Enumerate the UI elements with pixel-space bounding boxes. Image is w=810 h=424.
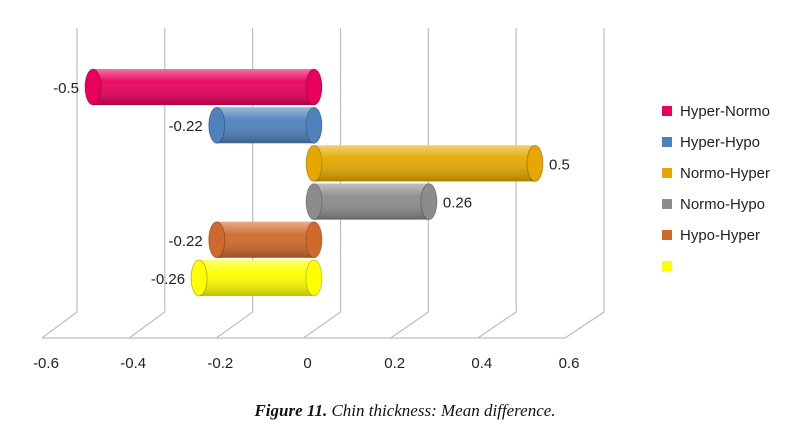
legend-swatch <box>662 199 672 209</box>
x-tick-label: -0.2 <box>207 355 233 372</box>
data-label: 0.5 <box>549 156 570 173</box>
legend-swatch <box>662 261 672 271</box>
legend-swatch <box>662 137 672 147</box>
gridline <box>477 28 517 339</box>
bar <box>305 144 544 182</box>
data-label: 0.26 <box>443 195 472 212</box>
legend-label: Normo-Hypo <box>680 196 765 213</box>
gridline <box>303 28 342 339</box>
legend-label: Hypo-Hyper <box>680 227 760 244</box>
gridline <box>564 28 605 339</box>
bars <box>84 68 544 297</box>
x-tick-label: 0.6 <box>559 355 580 372</box>
x-tick-label: 0.2 <box>384 355 405 372</box>
gridline <box>41 28 78 339</box>
data-label: -0.22 <box>169 233 203 250</box>
data-label: -0.26 <box>151 271 185 288</box>
gridline <box>128 28 166 339</box>
legend-swatch <box>662 168 672 178</box>
legend-label: Normo-Hyper <box>680 165 770 182</box>
figure-caption: Figure 11. Chin thickness: Mean differen… <box>0 401 810 421</box>
legend-label: Hyper-Normo <box>680 103 770 120</box>
data-label: -0.22 <box>169 118 203 135</box>
legend-label: Hyper-Hypo <box>680 134 760 151</box>
bar <box>208 106 323 144</box>
caption-text: Chin thickness: Mean difference. <box>331 401 556 420</box>
legend: Hyper-Normo Hyper-Hypo Normo-Hyper Normo-Hy… <box>662 103 770 271</box>
caption-label: Figure 11. <box>254 401 328 420</box>
bar <box>190 259 323 297</box>
legend-swatch <box>662 106 672 116</box>
bar <box>208 221 323 259</box>
bar-chart: -0.5 -0.22 0.5 0.26 -0.22 -0.26 -0.6 -0.4 -0.2 0… <box>33 28 770 372</box>
x-tick-label: 0.4 <box>471 355 492 372</box>
x-tick-label: -0.4 <box>120 355 146 372</box>
data-label: -0.5 <box>53 80 79 97</box>
x-axis-ticks: -0.6 -0.4 -0.2 0 0.2 0.4 0.6 <box>33 355 579 372</box>
x-tick-label: -0.6 <box>33 355 59 372</box>
legend-swatch <box>662 230 672 240</box>
bar <box>305 183 438 221</box>
gridline <box>390 28 429 339</box>
data-labels: -0.5 -0.22 0.5 0.26 -0.22 -0.26 <box>53 80 570 288</box>
bar <box>84 68 323 106</box>
x-tick-label: 0 <box>303 355 311 372</box>
